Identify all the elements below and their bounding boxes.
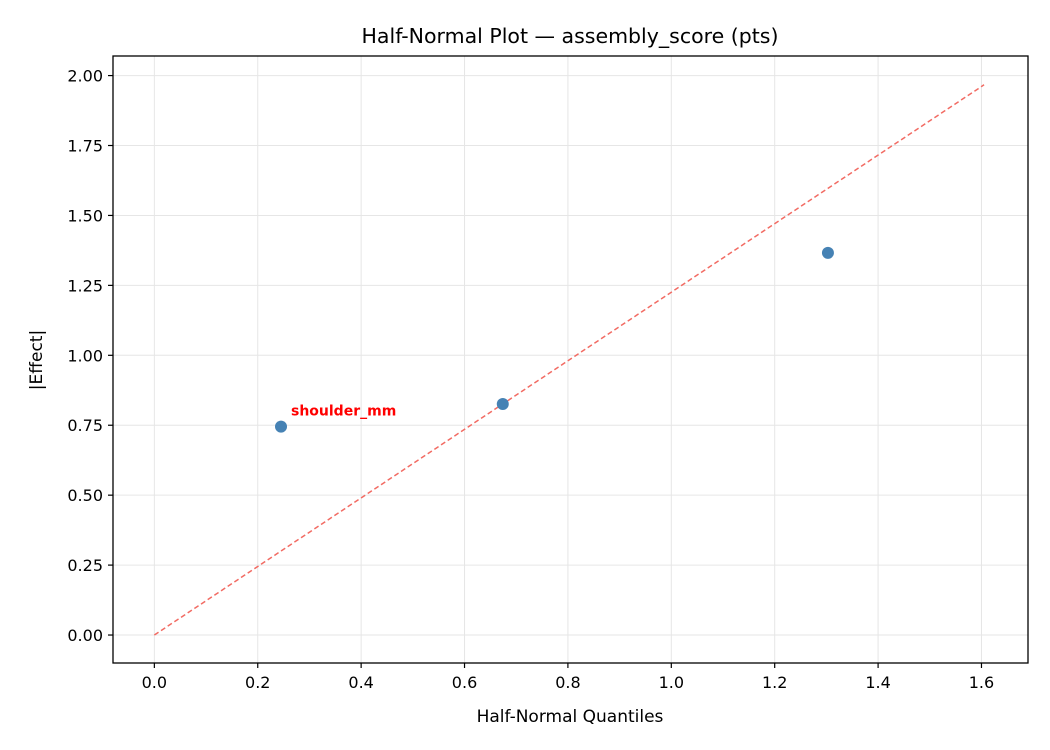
- y-tick-label: 1.50: [67, 206, 103, 225]
- y-tick-label: 0.00: [67, 626, 103, 645]
- x-tick-label: 0.6: [452, 673, 477, 692]
- x-tick-label: 0.8: [555, 673, 580, 692]
- y-tick-label: 1.25: [67, 276, 103, 295]
- x-tick-label: 1.4: [865, 673, 890, 692]
- x-tick-label: 0.2: [245, 673, 270, 692]
- x-tick-label: 1.0: [659, 673, 684, 692]
- x-tick-label: 1.2: [762, 673, 787, 692]
- annotation-layer: shoulder_mm: [291, 404, 396, 420]
- chart-title: Half-Normal Plot — assembly_score (pts): [362, 24, 779, 49]
- plot-frame: [112, 55, 1029, 664]
- y-tick-label: 1.75: [67, 137, 103, 156]
- x-tick-label: 0.4: [348, 673, 373, 692]
- data-point: [275, 420, 288, 433]
- grid: [113, 56, 1028, 663]
- y-axis-label: |Effect|: [27, 330, 47, 390]
- y-tick-label: 0.75: [67, 416, 103, 435]
- x-tick-label: 0.0: [142, 673, 167, 692]
- data-point: [496, 397, 509, 410]
- reference-line: [153, 84, 985, 636]
- x-axis-label: Half-Normal Quantiles: [477, 707, 664, 727]
- ticks-layer: 0.0 0.2 0.4 0.6 0.8 1.0 1.2 1.4 1.6 0.00 0.25 0.50 0…: [67, 67, 994, 692]
- y-tick-label: 1.00: [67, 346, 103, 365]
- data-point: [821, 246, 834, 259]
- point-annotation: shoulder_mm: [291, 404, 396, 420]
- points-layer: [275, 246, 834, 433]
- y-tick-label: 0.25: [67, 556, 103, 575]
- reference-line-layer: [153, 84, 985, 636]
- y-tick-label: 0.50: [67, 486, 103, 505]
- y-tick-label: 2.00: [67, 67, 103, 86]
- x-tick-label: 1.6: [969, 673, 994, 692]
